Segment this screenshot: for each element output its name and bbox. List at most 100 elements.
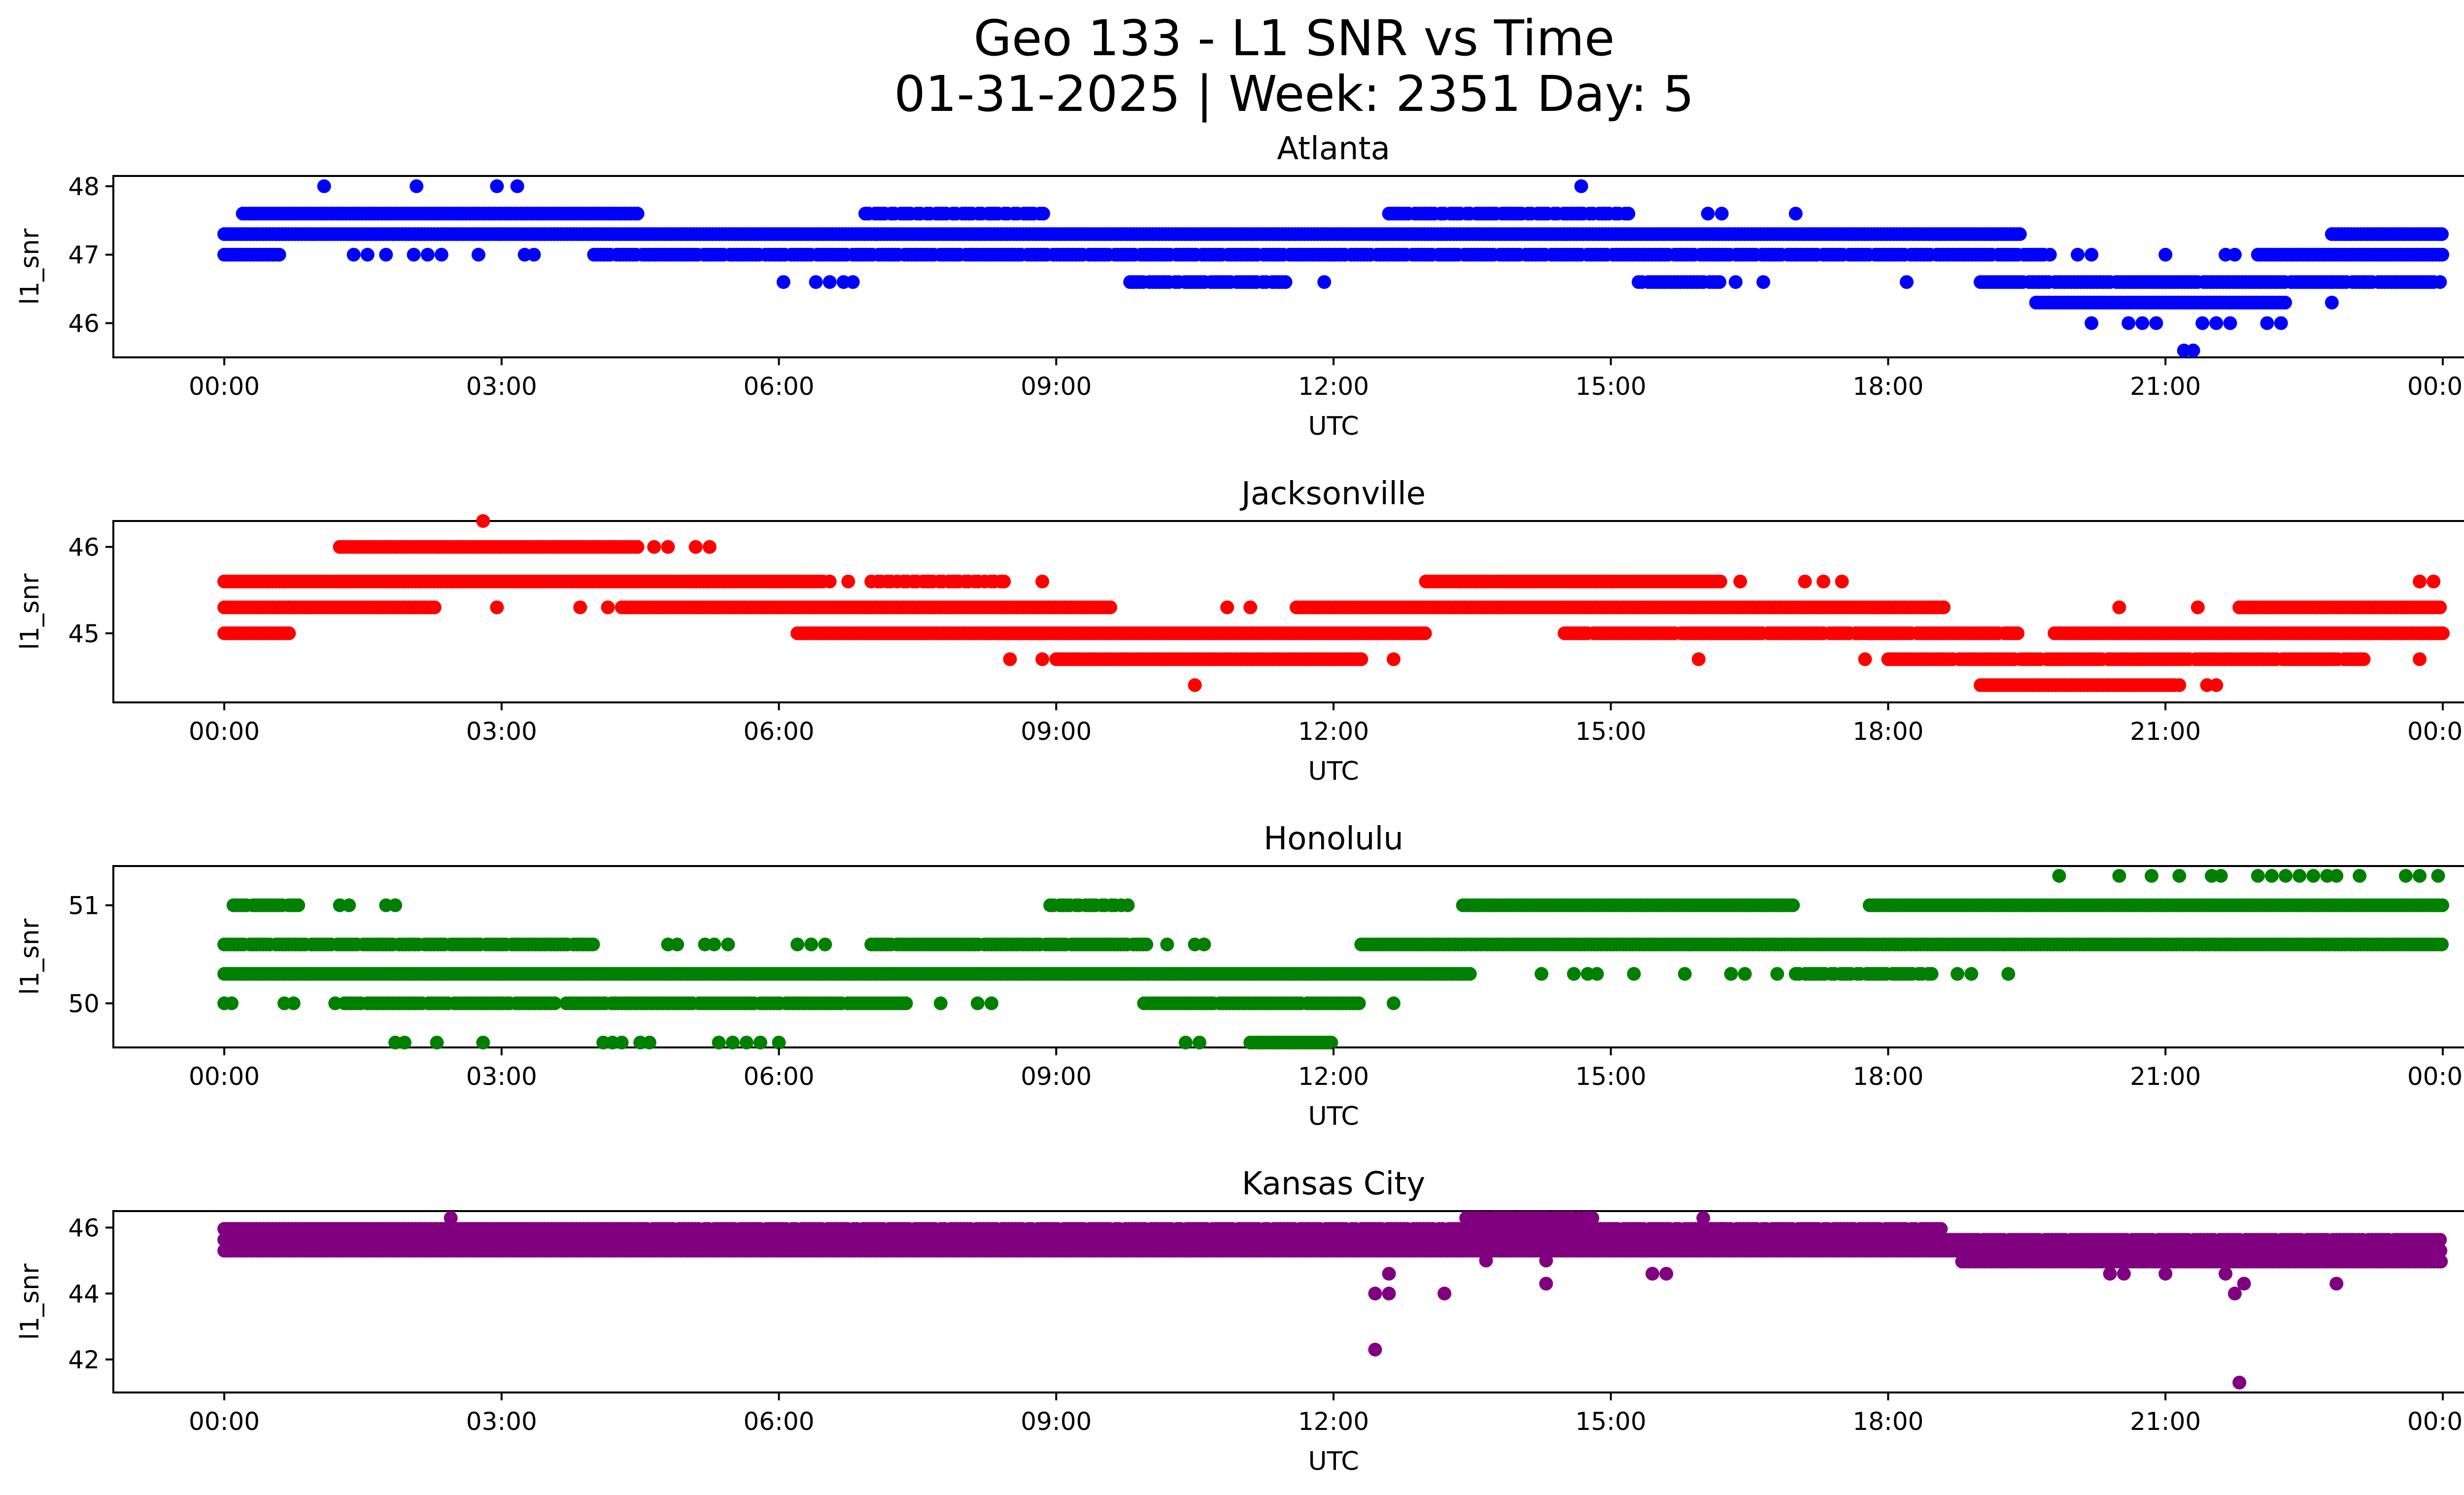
data-point bbox=[2112, 869, 2126, 883]
figure-title-line-2: 01-31-2025 | Week: 2351 Day: 5 bbox=[894, 65, 1694, 123]
data-point bbox=[1035, 652, 1050, 666]
x-axis-label: UTC bbox=[1308, 757, 1359, 786]
data-point bbox=[661, 540, 675, 554]
data-point bbox=[809, 275, 823, 289]
data-point bbox=[342, 898, 356, 912]
data-point bbox=[899, 996, 913, 1010]
data-point bbox=[1922, 600, 1937, 615]
data-point bbox=[642, 1036, 656, 1050]
data-point bbox=[2260, 316, 2274, 330]
data-point bbox=[1188, 678, 1202, 692]
data-point bbox=[2158, 247, 2173, 262]
data-point bbox=[2353, 869, 2367, 883]
data-point bbox=[2209, 678, 2224, 692]
data-point bbox=[1036, 207, 1050, 221]
data-point bbox=[388, 898, 403, 912]
x-tick-label: 00:00 bbox=[189, 372, 260, 401]
x-tick-label: 00:00 bbox=[2407, 372, 2464, 401]
data-point bbox=[476, 1036, 490, 1050]
data-point bbox=[1677, 967, 1692, 981]
y-axis-label: l1_snr bbox=[15, 918, 45, 995]
data-point bbox=[286, 996, 301, 1010]
data-point bbox=[2052, 869, 2066, 883]
x-tick-label: 15:00 bbox=[1575, 372, 1646, 401]
data-point bbox=[2172, 869, 2187, 883]
data-point bbox=[586, 938, 600, 952]
data-point bbox=[2417, 275, 2431, 289]
data-point bbox=[1178, 1036, 1193, 1050]
data-point bbox=[2001, 967, 2016, 981]
data-point bbox=[1788, 207, 1803, 221]
data-point bbox=[527, 247, 541, 262]
data-point bbox=[601, 600, 615, 615]
data-point bbox=[2186, 344, 2200, 358]
x-tick-label: 21:00 bbox=[2130, 717, 2201, 746]
y-axis-label: l1_snr bbox=[15, 228, 45, 305]
data-point bbox=[776, 275, 790, 289]
data-point bbox=[434, 247, 448, 262]
data-point bbox=[772, 1036, 786, 1050]
data-point bbox=[225, 996, 239, 1010]
x-axis-label: UTC bbox=[1308, 1102, 1359, 1131]
data-point bbox=[2085, 247, 2099, 262]
data-point bbox=[753, 1036, 767, 1050]
data-point bbox=[379, 247, 393, 262]
data-point bbox=[291, 898, 306, 912]
data-point bbox=[1627, 967, 1641, 981]
x-tick-label: 15:00 bbox=[1575, 1062, 1646, 1091]
subplot-title: Atlanta bbox=[1277, 131, 1390, 167]
data-point bbox=[1964, 967, 1979, 981]
data-point bbox=[346, 247, 361, 262]
data-point bbox=[725, 1036, 740, 1050]
data-point bbox=[1951, 967, 1965, 981]
data-point bbox=[1137, 996, 1151, 1010]
scatter-points bbox=[217, 179, 2449, 358]
data-point bbox=[1197, 938, 1211, 952]
data-point bbox=[2135, 316, 2150, 330]
data-point bbox=[2279, 869, 2293, 883]
x-axis-label: UTC bbox=[1308, 412, 1359, 441]
data-point bbox=[1701, 207, 1715, 221]
data-point bbox=[1567, 967, 1581, 981]
data-point bbox=[1724, 967, 1738, 981]
data-point bbox=[1418, 626, 1432, 640]
x-tick-label: 09:00 bbox=[1021, 1062, 1092, 1091]
figure-title-line-1: Geo 133 - L1 SNR vs Time bbox=[974, 9, 1615, 67]
data-point bbox=[2011, 626, 2025, 640]
data-point bbox=[1978, 626, 1992, 640]
data-point bbox=[510, 179, 524, 193]
data-point bbox=[712, 1036, 726, 1050]
data-point bbox=[739, 1036, 753, 1050]
y-tick-label: 46 bbox=[68, 533, 100, 562]
data-point bbox=[2227, 247, 2242, 262]
x-tick-label: 12:00 bbox=[1298, 1062, 1369, 1091]
data-point bbox=[1714, 207, 1729, 221]
x-tick-label: 21:00 bbox=[2130, 1062, 2201, 1091]
data-point bbox=[430, 1036, 444, 1050]
data-point bbox=[702, 540, 717, 554]
data-point bbox=[933, 996, 948, 1010]
subplot-title: Honolulu bbox=[1264, 821, 1403, 857]
data-point bbox=[272, 247, 286, 262]
data-point bbox=[1103, 600, 1117, 615]
y-axis-label: l1_snr bbox=[15, 573, 45, 650]
data-point bbox=[1786, 898, 1800, 912]
data-point bbox=[647, 540, 661, 554]
data-point bbox=[1139, 938, 1154, 952]
data-point bbox=[282, 626, 296, 640]
data-point bbox=[1003, 652, 1017, 666]
data-point bbox=[2112, 600, 2126, 615]
x-tick-label: 18:00 bbox=[1852, 717, 1923, 746]
data-point bbox=[1035, 574, 1050, 589]
data-point bbox=[1712, 275, 1727, 289]
y-tick-label: 45 bbox=[68, 620, 100, 648]
data-point bbox=[1121, 898, 1135, 912]
data-point bbox=[2149, 316, 2163, 330]
x-tick-label: 03:00 bbox=[466, 1062, 537, 1091]
subplot-title: Kansas City bbox=[1242, 1166, 1425, 1202]
data-point bbox=[476, 514, 490, 528]
data-point bbox=[1352, 996, 1366, 1010]
x-tick-label: 12:00 bbox=[1298, 717, 1369, 746]
data-point bbox=[1386, 996, 1401, 1010]
